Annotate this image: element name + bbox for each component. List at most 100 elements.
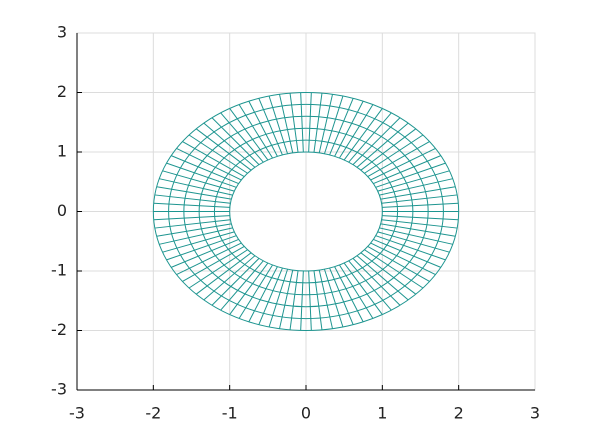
mesh-spoke [162, 170, 235, 192]
mesh-spoke [308, 270, 312, 331]
y-tick-label: 2 [57, 82, 67, 101]
mesh-spoke [364, 249, 424, 289]
mesh-spoke [352, 117, 401, 165]
mesh-spoke [356, 122, 409, 168]
mesh-spoke [159, 227, 233, 245]
mesh-spoke [323, 95, 344, 154]
mesh-spoke [373, 238, 441, 268]
mesh-spoke [188, 249, 248, 289]
mesh-spoke [364, 134, 424, 174]
mesh-spoke [356, 255, 409, 301]
mesh-spoke [203, 122, 256, 168]
mesh-spoke [379, 227, 453, 245]
mesh-spoke [154, 219, 231, 229]
mesh-spoke [370, 147, 436, 181]
y-tick-label: 3 [57, 23, 67, 42]
mesh-spoke [182, 246, 245, 282]
mesh-spoke [153, 215, 230, 221]
mesh-spoke [382, 202, 459, 208]
mesh-spoke [352, 258, 401, 306]
mesh-spoke [377, 231, 450, 253]
mesh-spoke [195, 252, 252, 295]
mesh-spoke [156, 186, 232, 200]
mesh-spoke [176, 242, 242, 276]
mesh-spoke [377, 170, 450, 192]
mesh-spoke [313, 93, 323, 153]
x-tick-label: 1 [377, 404, 387, 423]
mesh-spoke [182, 141, 245, 177]
mesh-spoke [360, 128, 417, 171]
mesh-spoke [348, 112, 392, 163]
mesh-spoke [300, 270, 304, 331]
x-tick-label: 2 [454, 404, 464, 423]
mesh-spoke [153, 202, 230, 208]
mesh-spoke [375, 235, 446, 261]
mesh-spoke [382, 215, 459, 221]
mesh-spoke [360, 252, 417, 295]
mesh-spoke [238, 104, 273, 159]
mesh-spoke [375, 162, 446, 188]
mesh-spoke [289, 93, 299, 153]
mesh-spoke [380, 223, 456, 237]
x-tick-label: -1 [222, 404, 238, 423]
mesh-spoke [318, 94, 333, 154]
mesh-spoke [248, 266, 278, 323]
y-tick-label: -2 [51, 320, 67, 339]
mesh-spoke [159, 178, 233, 196]
mesh-spoke [162, 231, 235, 253]
mesh-spoke [308, 92, 312, 153]
mesh-spoke [238, 264, 273, 319]
mesh-spoke [268, 269, 289, 328]
mesh-spoke [334, 266, 364, 323]
mesh-spoke [348, 260, 392, 311]
mesh-spoke [370, 242, 436, 276]
mesh-spoke [156, 223, 232, 237]
mesh-spoke [229, 262, 269, 315]
mesh-spoke [380, 186, 456, 200]
mesh-spoke [211, 258, 260, 306]
x-tick-label: -2 [145, 404, 161, 423]
mesh-spoke [381, 219, 458, 229]
mesh-spoke [176, 147, 242, 181]
y-tick-label: -1 [51, 261, 67, 280]
mesh-spoke [220, 260, 264, 311]
mesh-spoke [268, 95, 289, 154]
mesh-spoke [334, 100, 364, 157]
mesh-spoke [329, 98, 354, 156]
mesh-spoke [329, 267, 354, 325]
mesh-spoke [381, 194, 458, 204]
mesh-spoke [289, 270, 299, 330]
x-tick-label: 0 [301, 404, 311, 423]
y-tick-label: 1 [57, 142, 67, 161]
mesh-spoke [318, 269, 333, 329]
mesh-spoke [166, 235, 237, 261]
mesh-spoke [339, 104, 374, 159]
mesh-spoke [339, 264, 374, 319]
mesh-spoke [373, 155, 441, 185]
mesh-spoke [313, 270, 323, 330]
mesh-spoke [323, 269, 344, 328]
mesh-spoke [343, 262, 383, 315]
mesh-spoke [367, 141, 430, 177]
mesh-spoke [211, 117, 260, 165]
y-tick-label: -3 [51, 380, 67, 399]
mesh-spoke [279, 269, 294, 329]
mesh-spoke [279, 94, 294, 154]
mesh-spoke [379, 178, 453, 196]
mesh-spoke [188, 134, 248, 174]
mesh-spoke [367, 246, 430, 282]
mesh-spoke [300, 92, 304, 153]
mesh-spoke [258, 267, 283, 325]
x-tick-label: 3 [530, 404, 540, 423]
mesh-spoke [195, 128, 252, 171]
mesh-spoke [166, 162, 237, 188]
y-tick-label: 0 [57, 201, 67, 220]
mesh-spoke [343, 108, 383, 161]
mesh-spoke [220, 112, 264, 163]
x-tick-label: -3 [69, 404, 85, 423]
mesh-spoke [171, 238, 239, 268]
mesh-spoke [171, 155, 239, 185]
mesh-spoke [154, 194, 231, 204]
